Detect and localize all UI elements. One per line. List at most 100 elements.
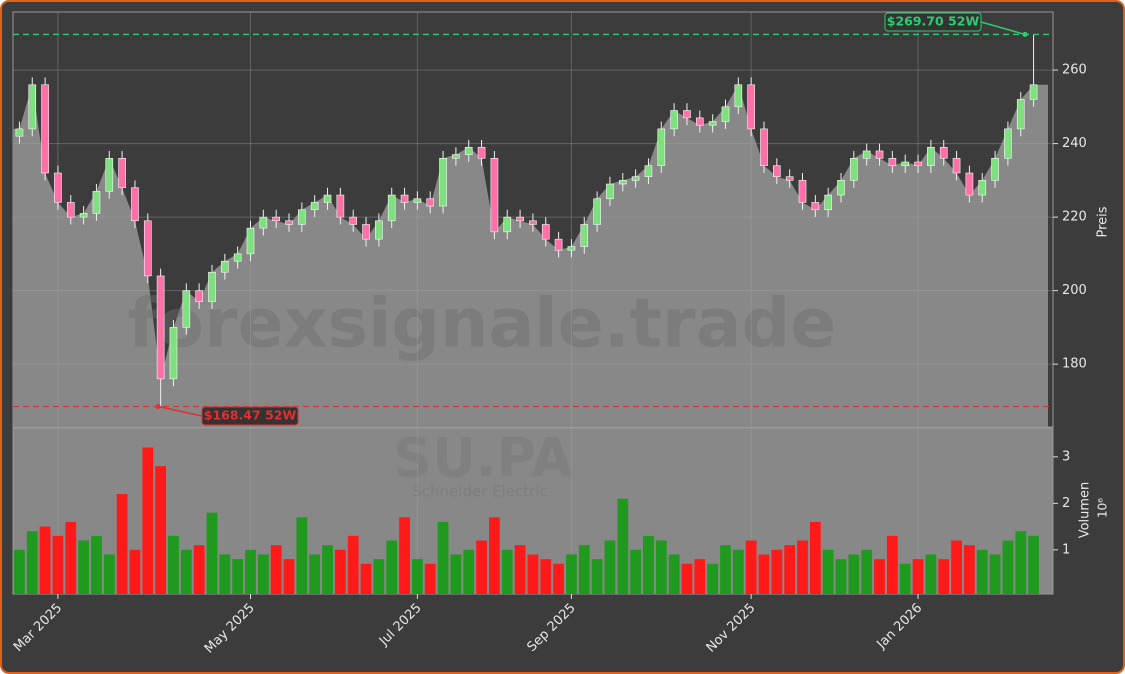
volume-bar [899, 563, 911, 594]
candle-body [143, 220, 152, 277]
volume-bar [437, 521, 449, 594]
candle-body [1029, 84, 1038, 100]
volume-bar [822, 549, 834, 594]
candle-body [901, 161, 910, 166]
volume-bar [65, 521, 77, 594]
candle-body [169, 327, 178, 380]
candle-body [220, 260, 229, 273]
annotation-arrow-head [155, 404, 161, 410]
volume-bar [347, 535, 359, 594]
price-area [13, 84, 1048, 427]
candle-body [503, 216, 512, 233]
volume-bar [694, 559, 706, 594]
candle-body [233, 253, 242, 262]
y2-tick-label: 2 [1062, 496, 1070, 511]
volume-bar [411, 559, 423, 594]
volume-bar [912, 559, 924, 594]
volume-bar [707, 563, 719, 594]
watermark-symbol: SU.PA [393, 427, 573, 490]
candle-body [66, 202, 75, 218]
volume-bar [360, 563, 372, 594]
candle-body [888, 157, 897, 166]
candle-body [631, 176, 640, 181]
annotation-box [884, 12, 982, 32]
volume-bar [52, 535, 64, 594]
volume-bar [91, 535, 102, 594]
annotation-box [201, 406, 299, 426]
volume-bar [309, 554, 321, 594]
candle-body [362, 224, 370, 240]
candle-body [426, 198, 435, 207]
volume-bar [527, 554, 539, 594]
candle-body [298, 209, 306, 225]
volume-bar [155, 466, 167, 594]
volume-bar [1002, 540, 1014, 594]
volume-bar [39, 526, 51, 594]
candle-body [773, 165, 781, 177]
volume-bar [797, 540, 808, 594]
candle-body [593, 198, 601, 225]
volume-bar [604, 540, 616, 594]
volume-bar [270, 545, 282, 594]
candle-body [862, 150, 871, 159]
volume-bar [925, 554, 937, 594]
volume-bar [14, 549, 25, 594]
volume-bar [193, 545, 205, 594]
y2-tick-label: 3 [1062, 449, 1070, 464]
volume-bar [142, 447, 154, 594]
volume-bar [168, 535, 179, 594]
volume-bar [758, 554, 770, 594]
candle-body [92, 191, 101, 214]
annotation-arrow-head [1022, 31, 1028, 37]
volume-bar [257, 554, 269, 594]
candle-body [580, 224, 589, 247]
candle-body [79, 213, 88, 218]
volume-bar [848, 554, 860, 594]
y2-label: Volumen [1078, 482, 1093, 539]
y-tick-label: 220 [1062, 210, 1087, 225]
volume-bar [643, 535, 654, 594]
candle-body [387, 194, 396, 222]
volume-bar [489, 517, 500, 594]
candle-body [336, 194, 345, 218]
candle-body [683, 110, 691, 119]
candle-body [41, 84, 49, 174]
volume-bar [745, 540, 757, 594]
volume-bar [784, 545, 796, 594]
volume-bar [283, 559, 295, 594]
candle-body [695, 117, 704, 126]
volume-bar [424, 563, 436, 594]
candle-body [516, 216, 524, 222]
volume-bar [681, 563, 693, 594]
y2-unit: 10⁶ [1096, 498, 1110, 518]
volume-bar [219, 554, 231, 594]
volume-bar [180, 549, 192, 594]
volume-bar [540, 559, 552, 594]
y-label: Preis [1096, 206, 1111, 237]
candle-body [850, 157, 858, 181]
candle-body [529, 220, 537, 225]
volume-bar [1028, 535, 1039, 594]
candle-body [131, 187, 139, 222]
volume-bar [553, 563, 564, 594]
candle-body [721, 106, 730, 122]
candle-body [965, 172, 974, 196]
volume-bar [232, 559, 244, 594]
volume-bar [989, 554, 1001, 594]
volume-bar [732, 549, 744, 594]
candle-body [875, 150, 884, 159]
y-tick-label: 200 [1062, 283, 1087, 298]
y2-tick-label: 1 [1062, 542, 1070, 557]
candle-body [285, 220, 293, 225]
candle-body [375, 220, 383, 240]
annotation-arrow [980, 21, 1026, 36]
volume-bar [938, 559, 950, 594]
volume-bar [976, 549, 988, 594]
candle-body [824, 194, 833, 211]
candle-body [259, 216, 268, 229]
candle-body [413, 198, 422, 203]
candle-body [644, 165, 653, 177]
candle-body [798, 180, 807, 203]
watermark: forexsignale.trade [128, 285, 837, 364]
